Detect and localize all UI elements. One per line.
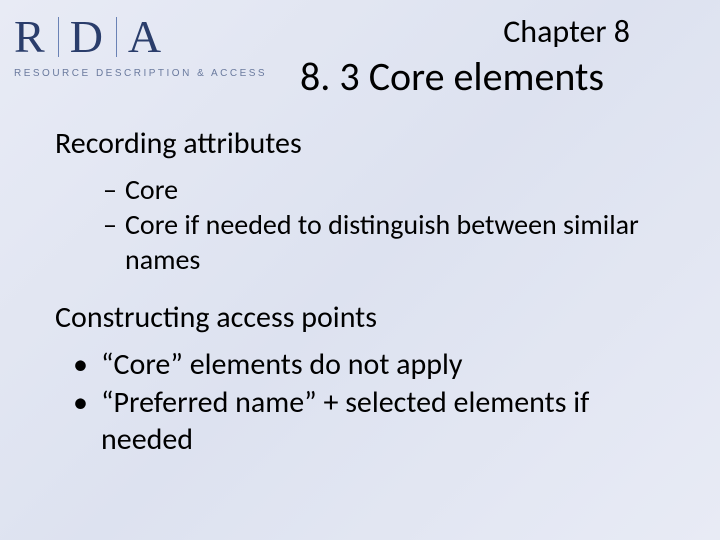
slide-title: 8. 3 Core elements [300,52,604,101]
logo-tagline: RESOURCE DESCRIPTION & ACCESS [14,68,267,79]
section-heading: Constructing access points [55,299,680,336]
logo-separator [116,17,117,57]
list-item: “Core” elements do not apply [73,346,680,384]
rda-logo: R D A RESOURCE DESCRIPTION & ACCESS [14,14,267,79]
chapter-label: Chapter 8 [503,12,630,51]
list-item: “Preferred name” + selected elements if … [73,384,680,459]
slide-content: Recording attributes Core Core if needed… [55,125,680,459]
logo-letter-a: A [128,14,163,60]
dash-list: Core Core if needed to distinguish betwe… [103,172,680,277]
section-heading: Recording attributes [55,125,680,162]
logo-letters: R D A [14,14,267,60]
list-item: Core [103,172,680,207]
logo-letter-d: D [70,14,105,60]
logo-letter-r: R [14,14,47,60]
bullet-list: “Core” elements do not apply “Preferred … [73,346,680,459]
logo-separator [58,17,59,57]
list-item: Core if needed to distinguish between si… [103,207,680,277]
